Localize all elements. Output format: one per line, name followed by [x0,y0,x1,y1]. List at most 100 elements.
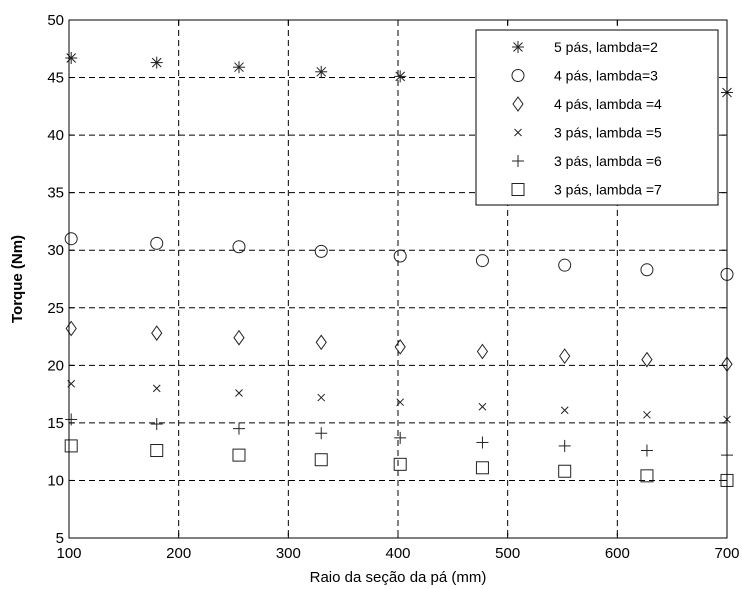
square-marker-shape [475,461,489,475]
data-point-diamond [65,320,77,337]
data-point-x [560,406,569,415]
data-point-circle [475,254,489,268]
diamond-marker-shape [641,351,653,368]
y-tick-label: 30 [47,242,64,259]
circle-marker-shape [232,240,246,254]
x-tick-label: 400 [385,545,410,562]
square-marker-shape [511,183,525,196]
data-point-asterisk [394,70,407,83]
asterisk-marker-stroke [234,62,244,73]
data-point-diamond [394,339,406,355]
circle-marker-shape [393,249,407,263]
x-tick-label: 300 [276,545,301,562]
grid-lines [69,20,727,538]
data-point-circle [150,236,164,250]
square-marker-shape [232,448,246,462]
y-tick-label: 25 [47,300,64,317]
square-marker-shape [393,457,407,471]
asterisk-marker-stroke [513,42,523,52]
circle-marker-shape [64,232,78,246]
data-point-circle [558,258,572,272]
diamond-marker-shape [394,339,406,355]
x-marker-stroke [560,406,569,415]
y-tick-label: 15 [47,415,64,432]
data-point-circle [232,240,246,254]
x-tick-label: 500 [495,545,520,562]
data-point-plus [150,418,163,431]
data-point-x [152,384,161,393]
data-point-x [478,402,487,411]
data-point-square [475,461,489,475]
x-tick-label: 100 [56,545,81,562]
asterisk-marker-stroke [151,57,162,68]
y-tick-label: 5 [56,530,64,547]
circle-marker-shape [511,69,525,82]
data-point-plus [476,436,489,449]
data-point-x [643,410,651,419]
data-point-square [150,444,164,458]
square-marker-shape [558,464,572,478]
asterisk-marker-stroke [66,53,77,63]
x-axis-label: Raio da seção da pá (mm) [310,569,487,586]
data-point-diamond [315,334,327,351]
y-tick-label: 45 [47,70,64,87]
legend-marker-plus [512,155,524,167]
legend-marker-circle [511,69,525,82]
data-point-circle [640,263,654,277]
data-point-diamond [476,343,489,360]
circle-marker-shape [558,258,572,272]
data-point-square [393,457,407,471]
legend-marker-diamond [512,96,524,112]
y-tick-label: 35 [47,185,64,202]
legend-label: 4 pás, lambda=3 [554,68,658,84]
circle-marker-shape [640,263,654,277]
square-marker-shape [150,444,164,458]
data-point-plus [640,444,653,457]
diamond-marker-shape [233,329,245,346]
data-point-asterisk [315,65,328,78]
data-point-asterisk [150,56,163,69]
square-marker-shape [640,469,654,483]
data-point-x [235,389,243,397]
legend-marker-x [514,128,522,137]
tick-labels: 100 200 300 400 500 600 700 5 10 15 20 25 30 35 40 45 50 [47,12,739,562]
data-point-circle [314,244,328,258]
circle-marker-shape [150,236,164,250]
y-axis-label: Torque (Nm) [9,235,26,323]
data-point-diamond [559,348,571,364]
x-tick-label: 700 [714,545,739,562]
x-marker-stroke [396,398,405,407]
x-marker-stroke [235,389,243,397]
square-marker-shape [64,439,78,453]
x-tick-label: 200 [166,545,191,562]
y-tick-label: 10 [47,472,64,489]
legend-marker-square [511,183,525,196]
plot-frame [68,19,728,539]
data-point-plus [558,439,571,452]
y-tick-label: 50 [47,12,64,29]
data-point-square [558,464,572,478]
legend-label: 5 pás, lambda=2 [554,39,658,55]
data-point-x [317,393,326,402]
data-point-square [232,448,246,462]
legend-box [475,29,719,206]
diamond-marker-shape [476,343,489,360]
square-marker-shape [314,453,328,467]
asterisk-marker-stroke [316,66,327,77]
y-tick-label: 40 [47,127,64,144]
data-point-plus [232,422,245,435]
legend: 5 pás, lambda=2 4 pás, lambda=3 4 pás, lam… [475,29,719,206]
asterisk-marker-stroke [395,71,406,82]
diamond-marker-shape [151,325,163,341]
data-point-asterisk [232,61,245,74]
data-point-diamond [233,329,245,346]
x-marker-stroke [643,410,651,419]
data-point-diamond [151,325,163,341]
x-marker-stroke [514,128,522,137]
circle-marker-shape [475,254,489,268]
data-point-plus [315,427,328,440]
x-tick-label: 600 [605,545,630,562]
legend-label: 3 pás, lambda =5 [554,125,662,141]
legend-marker-asterisk [512,41,524,53]
